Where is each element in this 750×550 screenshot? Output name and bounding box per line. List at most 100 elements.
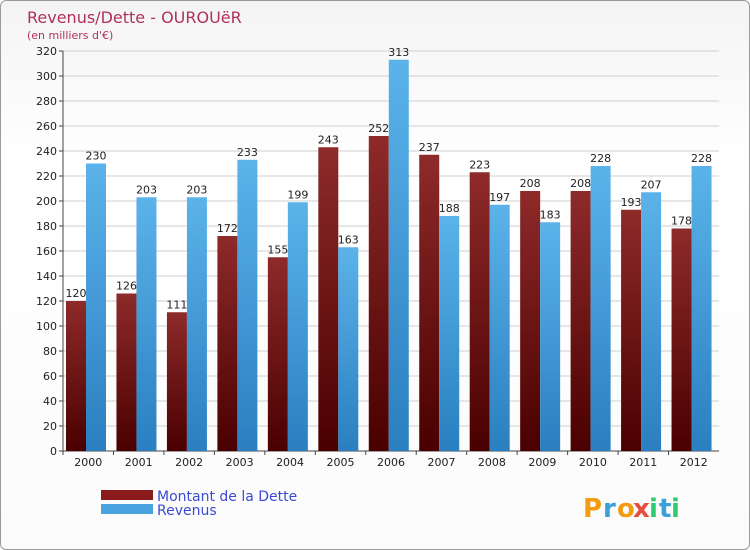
value-label: 208 <box>520 177 541 190</box>
logo-letter: i <box>671 494 680 524</box>
x-tick-label: 2003 <box>226 456 254 469</box>
x-tick-label: 2000 <box>74 456 102 469</box>
revenus-bar-2008 <box>489 204 510 451</box>
dette-bar-2001 <box>116 293 137 451</box>
value-label: 120 <box>66 287 87 300</box>
dette-bar-2008 <box>469 172 490 451</box>
value-label: 230 <box>86 150 107 163</box>
bars <box>66 59 712 451</box>
logo-letter: t <box>659 494 671 524</box>
x-tick-label: 2006 <box>377 456 405 469</box>
value-label: 155 <box>267 243 288 256</box>
y-tick-label: 120 <box>36 295 57 308</box>
x-tick-label: 2012 <box>680 456 708 469</box>
value-label: 203 <box>136 183 157 196</box>
logo-letter: o <box>617 494 635 524</box>
chart-title: Revenus/Dette - OUROUëR <box>27 8 242 27</box>
data-labels: 120 230 126 203 111 203 172 233 155 199 243 163 252 3… <box>66 46 713 312</box>
x-tick-label: 2008 <box>478 456 506 469</box>
dette-bar-2012 <box>671 228 692 451</box>
x-tick-label: 2009 <box>528 456 556 469</box>
value-label: 178 <box>671 215 692 228</box>
y-tick-label: 260 <box>36 120 57 133</box>
y-tick-label: 320 <box>36 45 57 58</box>
value-label: 203 <box>186 183 207 196</box>
x-tick-label: 2005 <box>327 456 355 469</box>
value-label: 163 <box>338 233 359 246</box>
x-tick-label: 2001 <box>125 456 153 469</box>
y-tick-label: 200 <box>36 195 57 208</box>
revenus-bar-2001 <box>136 197 157 451</box>
y-tick-label: 160 <box>36 245 57 258</box>
legend-label-0: Montant de la Dette <box>157 489 297 505</box>
x-tick-label: 2010 <box>579 456 607 469</box>
revenus-bar-2004 <box>287 202 308 451</box>
y-tick-label: 180 <box>36 220 57 233</box>
dette-bar-2007 <box>419 154 440 451</box>
revenus-bar-2009 <box>540 222 561 451</box>
y-tick-label: 100 <box>36 320 57 333</box>
value-label: 126 <box>116 280 137 293</box>
y-tick-label: 220 <box>36 170 57 183</box>
y-tick-label: 140 <box>36 270 57 283</box>
value-label: 313 <box>388 46 409 59</box>
value-label: 243 <box>318 133 339 146</box>
dette-bar-2004 <box>267 257 288 451</box>
dette-bar-2002 <box>166 312 187 451</box>
dette-bar-2000 <box>66 301 86 451</box>
dette-bar-2010 <box>570 191 591 451</box>
dette-bar-2009 <box>520 191 541 451</box>
revenus-bar-2010 <box>590 166 611 451</box>
value-label: 228 <box>691 152 712 165</box>
y-tick-label: 20 <box>43 420 57 433</box>
value-label: 237 <box>419 141 440 154</box>
revenus-bar-2012 <box>691 166 712 451</box>
value-label: 111 <box>166 298 187 311</box>
value-label: 199 <box>287 188 308 201</box>
revenus-bar-2007 <box>439 216 460 451</box>
value-label: 228 <box>590 152 611 165</box>
value-label: 207 <box>641 178 662 191</box>
dette-bar-2011 <box>621 209 642 451</box>
revenus-bar-2005 <box>338 247 359 451</box>
value-label: 193 <box>621 196 642 209</box>
chart-subtitle: (en milliers d'€) <box>27 29 113 42</box>
logo-letter: r <box>603 494 616 524</box>
legend-swatch-0 <box>101 490 153 500</box>
revenus-bar-2006 <box>388 59 409 451</box>
value-label: 252 <box>368 122 389 135</box>
revenus-bar-2011 <box>641 192 662 451</box>
logo-letter: x <box>633 494 650 524</box>
x-tick-label: 2007 <box>427 456 455 469</box>
value-label: 208 <box>570 177 591 190</box>
revenus-bar-2000 <box>86 163 106 451</box>
y-tick-label: 60 <box>43 370 57 383</box>
x-tick-label: 2011 <box>629 456 657 469</box>
y-tick-label: 240 <box>36 145 57 158</box>
value-label: 188 <box>439 202 460 215</box>
legend-label-1: Revenus <box>157 503 217 519</box>
y-tick-label: 280 <box>36 95 57 108</box>
y-tick-label: 300 <box>36 70 57 83</box>
value-label: 172 <box>217 222 238 235</box>
value-label: 223 <box>469 158 490 171</box>
logo-letter: P <box>583 494 602 524</box>
value-label: 183 <box>540 208 561 221</box>
dette-bar-2006 <box>368 136 389 451</box>
dette-bar-2003 <box>217 236 238 451</box>
value-label: 233 <box>237 146 258 159</box>
y-tick-label: 0 <box>50 445 57 458</box>
x-tick-label: 2002 <box>175 456 203 469</box>
dette-bar-2005 <box>318 147 339 451</box>
legend-swatch-1 <box>101 504 153 514</box>
revenus-bar-2003 <box>237 159 258 451</box>
y-tick-label: 80 <box>43 345 57 358</box>
revenus-bar-2002 <box>186 197 207 451</box>
y-tick-label: 40 <box>43 395 57 408</box>
axes: 0 20 40 60 80 100 120 140 160 180 200 220 240 260 280 3… <box>36 45 719 469</box>
value-label: 197 <box>489 191 510 204</box>
